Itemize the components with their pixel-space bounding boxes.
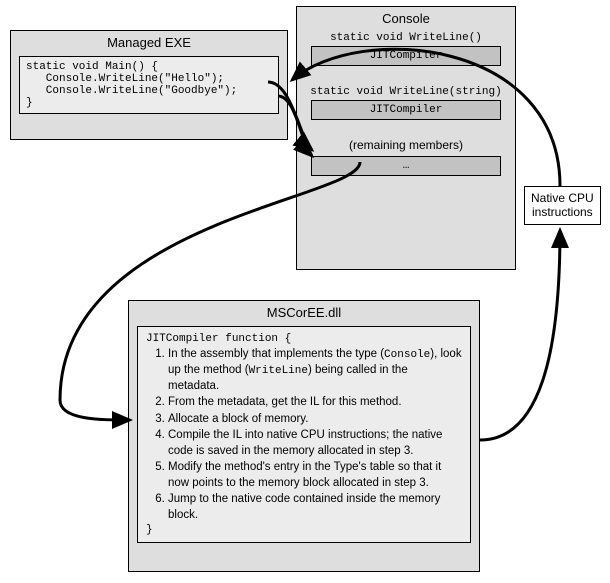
console-slot2: JITCompiler xyxy=(311,100,501,120)
mscoree-steps-list: In the assembly that implements the type… xyxy=(146,347,462,523)
native-cpu-line2: instructions xyxy=(532,205,593,219)
mscoree-step-3: Allocate a block of memory. xyxy=(168,412,462,428)
mscoree-step-6: Jump to the native code contained inside… xyxy=(168,492,462,523)
managed-exe-box: Managed EXE static void Main() { Console… xyxy=(10,30,288,140)
console-slot3: … xyxy=(311,156,501,176)
mscoree-title: MSCorEE.dll xyxy=(129,301,479,322)
mscoree-step-2: From the metadata, get the IL for this m… xyxy=(168,395,462,411)
managed-exe-code: static void Main() { Console.WriteLine("… xyxy=(19,56,279,114)
mscoree-func-close: } xyxy=(146,524,462,536)
console-box: Console static void WriteLine() JITCompi… xyxy=(296,6,516,270)
native-cpu-line1: Native CPU xyxy=(531,191,594,205)
mscoree-step-5: Modify the method's entry in the Type's … xyxy=(168,460,462,491)
console-slot1: JITCompiler xyxy=(311,46,501,66)
mscoree-func-open: JITCompiler function { xyxy=(146,333,462,345)
console-remaining-label: (remaining members) xyxy=(297,138,515,152)
console-method1-label: static void WriteLine() xyxy=(297,32,515,44)
mscoree-step-1: In the assembly that implements the type… xyxy=(168,347,462,394)
mscoree-step-4: Compile the IL into native CPU instructi… xyxy=(168,428,462,459)
native-cpu-box: Native CPU instructions xyxy=(524,186,601,225)
console-method2-label: static void WriteLine(string) xyxy=(297,86,515,98)
managed-exe-title: Managed EXE xyxy=(11,31,287,52)
mscoree-box: MSCorEE.dll JITCompiler function { In th… xyxy=(128,300,480,572)
console-title: Console xyxy=(297,7,515,28)
